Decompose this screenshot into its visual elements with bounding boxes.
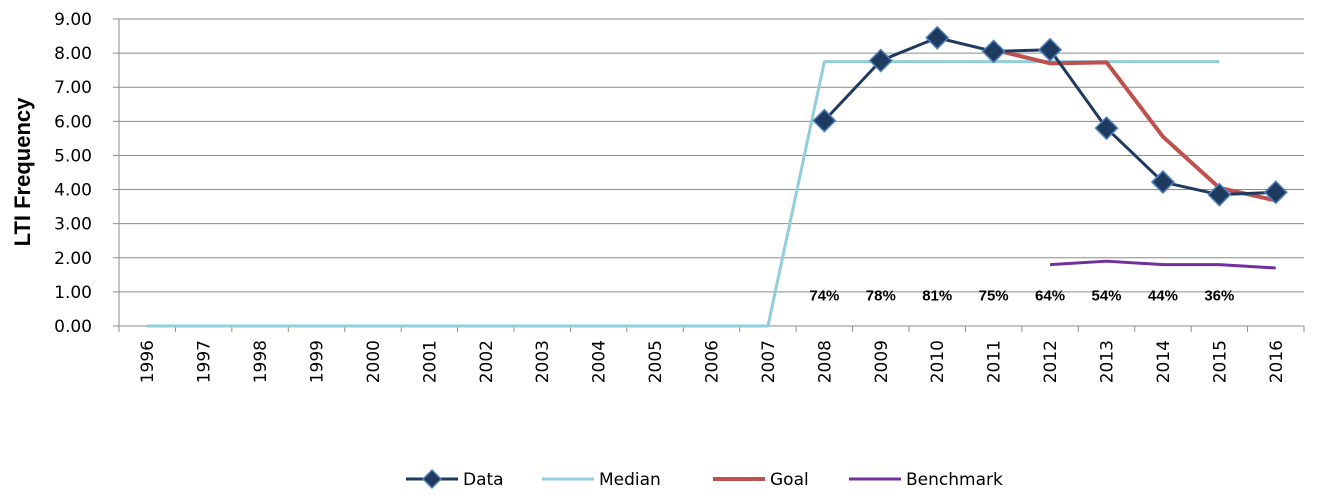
data-point-marker xyxy=(812,108,837,133)
y-tick-label: 2.00 xyxy=(54,249,92,269)
y-tick-label: 6.00 xyxy=(54,112,92,132)
percent-annotation: 74% xyxy=(809,287,839,304)
x-tick-label: 2010 xyxy=(928,340,948,383)
legend-item-goal: Goal xyxy=(713,470,809,490)
y-tick-label: 7.00 xyxy=(54,78,92,98)
legend-item-benchmark: Benchmark xyxy=(849,470,1003,490)
y-tick-label: 1.00 xyxy=(54,283,92,303)
data-point-marker xyxy=(1094,116,1119,141)
legend-label: Benchmark xyxy=(906,470,1003,490)
percent-annotations: 74% 78% 81% 75% 64% 54% 44% 36% xyxy=(809,287,1234,304)
y-tick-label: 8.00 xyxy=(54,44,92,64)
data-point-marker xyxy=(1038,37,1063,62)
percent-annotation: 54% xyxy=(1091,287,1121,304)
x-tick-label: 2014 xyxy=(1154,340,1174,383)
x-tick-label: 1999 xyxy=(308,340,328,383)
x-tick-label: 1996 xyxy=(138,340,158,383)
percent-annotation: 81% xyxy=(922,287,952,304)
x-tick-label: 2012 xyxy=(1041,340,1061,383)
legend: Data Median Goal Benchmark xyxy=(406,468,1003,490)
x-tick-label: 2004 xyxy=(590,340,610,383)
percent-annotation: 64% xyxy=(1035,287,1065,304)
x-axis: 1996 1997 1998 1999 2000 2001 2002 2003 2004 2005… xyxy=(118,326,1305,383)
data-point-marker xyxy=(1207,182,1232,207)
x-tick-label: 2000 xyxy=(364,340,384,383)
y-axis-label: LTI Frequency xyxy=(10,97,35,246)
x-tick-label: 2005 xyxy=(646,340,666,383)
x-tick-label: 1998 xyxy=(251,340,271,383)
x-tick-label: 2001 xyxy=(420,340,440,383)
data-point-marker xyxy=(925,25,950,50)
x-tick-label: 2008 xyxy=(815,340,835,383)
y-tick-label: 9.00 xyxy=(54,10,92,30)
y-tick-label: 3.00 xyxy=(54,215,92,235)
data-point-marker xyxy=(1150,169,1175,195)
percent-annotation: 78% xyxy=(866,287,896,304)
data-point-marker xyxy=(1263,180,1288,205)
x-tick-label: 2011 xyxy=(985,340,1005,383)
x-tick-label: 2007 xyxy=(759,340,779,383)
series-line-benchmark xyxy=(1049,259,1276,270)
legend-item-data: Data xyxy=(406,468,504,490)
x-tick-label: 2013 xyxy=(1098,340,1118,383)
y-tick-label: 5.00 xyxy=(54,146,92,166)
y-tick-label: 4.00 xyxy=(54,181,92,201)
series-line-goal xyxy=(993,47,1277,203)
data-point-marker xyxy=(868,48,893,73)
legend-item-median: Median xyxy=(542,470,661,490)
x-tick-label: 2006 xyxy=(703,340,723,383)
percent-annotation: 36% xyxy=(1204,287,1234,304)
data-point-marker xyxy=(981,39,1006,64)
legend-label: Median xyxy=(599,470,661,490)
x-tick-label: 2015 xyxy=(1210,340,1230,383)
x-tick-label: 1997 xyxy=(195,340,215,383)
legend-marker xyxy=(421,468,443,490)
x-tick-label: 2009 xyxy=(872,340,892,383)
legend-label: Data xyxy=(463,470,504,490)
series-layer xyxy=(147,25,1288,328)
legend-label: Goal xyxy=(770,470,809,490)
gridlines xyxy=(119,18,1304,327)
x-tick-label: 2003 xyxy=(533,340,553,383)
x-tick-label: 2002 xyxy=(477,340,497,383)
y-tick-label: 0.00 xyxy=(54,317,92,337)
percent-annotation: 75% xyxy=(979,287,1009,304)
percent-annotation: 44% xyxy=(1148,287,1178,304)
x-tick-label: 2016 xyxy=(1267,340,1287,383)
y-axis: 0.00 1.00 2.00 3.00 4.00 5.00 6.00 7.00 8.00 9.00 xyxy=(54,10,120,337)
